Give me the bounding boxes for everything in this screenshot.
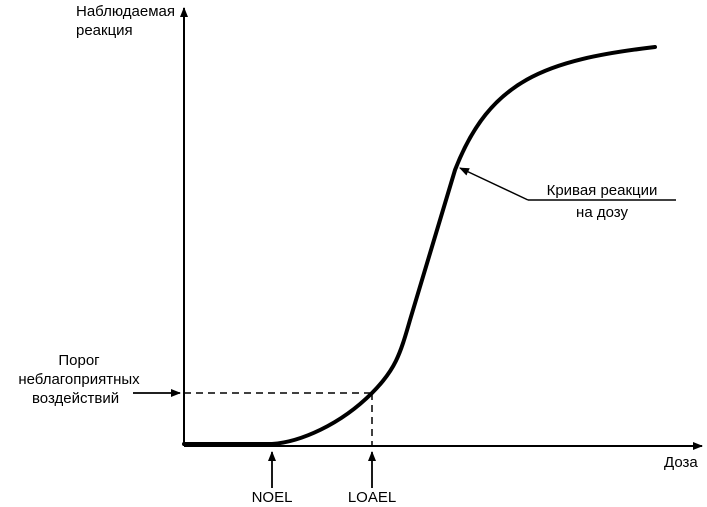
- y-axis-label-line-2: реакция: [76, 22, 133, 39]
- curve-label-line-1: Кривая реакции: [546, 182, 658, 199]
- threshold-label: Порог неблагоприятных воздействий: [4, 351, 154, 408]
- y-axis-label: Наблюдаемая реакция: [76, 2, 175, 40]
- curve-label: Кривая реакции на дозу: [522, 181, 682, 222]
- dose-response-curve: [182, 45, 657, 446]
- threshold-label-line-3: воздействий: [32, 390, 120, 407]
- y-axis-label-line-1: Наблюдаемая: [76, 3, 175, 20]
- threshold-label-line-2: неблагоприятных: [18, 371, 140, 388]
- loael-label: LOAEL: [347, 489, 397, 506]
- x-axis-label: Доза: [664, 454, 698, 471]
- noel-label: NOEL: [251, 489, 293, 506]
- curve-label-line-2: на дозу: [576, 204, 628, 221]
- threshold-label-line-1: Порог: [58, 352, 100, 369]
- curve-label-leader: [459, 167, 529, 201]
